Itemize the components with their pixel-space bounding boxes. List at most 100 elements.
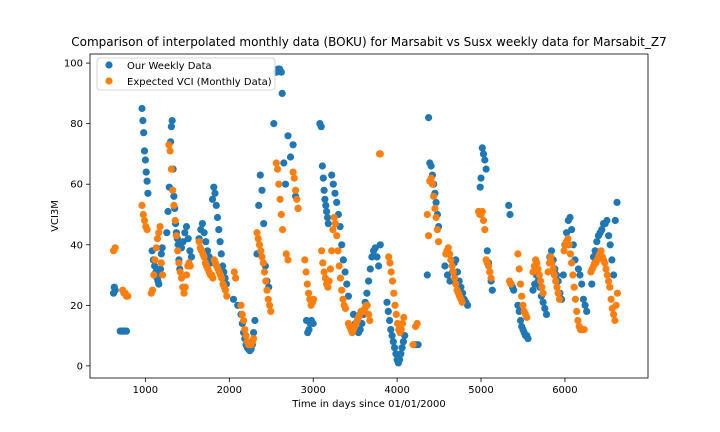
- monthly-data-point: [257, 247, 265, 255]
- weekly-data-point: [344, 292, 352, 300]
- weekly-data-point: [324, 220, 332, 228]
- monthly-data-point: [449, 268, 457, 276]
- legend-label-monthly: Expected VCI (Monthly Data): [127, 77, 272, 88]
- weekly-data-point: [389, 338, 397, 346]
- monthly-data-point: [180, 289, 188, 297]
- monthly-data-point: [175, 259, 183, 267]
- weekly-data-point: [144, 189, 152, 197]
- weekly-data-point: [229, 295, 238, 303]
- monthly-data-point: [516, 280, 525, 288]
- weekly-data-point: [331, 189, 339, 197]
- monthly-data-point: [157, 259, 165, 267]
- weekly-data-point: [216, 238, 224, 246]
- weekly-data-point: [309, 319, 317, 328]
- monthly-data-point: [430, 192, 438, 200]
- weekly-data-point: [366, 265, 374, 273]
- monthly-data-point: [487, 274, 495, 282]
- monthly-data-point: [165, 141, 173, 149]
- weekly-data-point: [278, 89, 286, 97]
- monthly-data-point: [200, 253, 208, 261]
- weekly-data-point: [286, 153, 295, 161]
- monthly-data-point: [209, 274, 217, 282]
- weekly-data-point: [164, 207, 172, 216]
- weekly-data-point: [610, 271, 618, 279]
- monthly-data-point: [305, 289, 313, 297]
- monthly-data-point: [486, 268, 494, 276]
- weekly-data-point: [611, 216, 619, 225]
- monthly-data-point: [155, 229, 163, 237]
- monthly-data-point: [290, 174, 298, 182]
- weekly-data-point: [211, 189, 219, 197]
- weekly-data-point: [559, 271, 567, 279]
- y-axis-label: VCI3M: [50, 200, 61, 232]
- weekly-data-point: [516, 316, 525, 325]
- weekly-data-point: [542, 310, 551, 318]
- weekly-data-point: [477, 174, 485, 182]
- monthly-data-point: [565, 241, 573, 249]
- monthly-data-point: [560, 247, 568, 255]
- monthly-data-point: [547, 253, 555, 261]
- x-axis-label: Time in days since 01/01/2000: [291, 399, 446, 410]
- weekly-data-point: [184, 235, 192, 243]
- monthly-data-point: [260, 268, 269, 276]
- monthly-data-point: [329, 226, 337, 234]
- weekly-data-point: [386, 316, 394, 325]
- monthly-data-point: [393, 319, 402, 328]
- weekly-data-point: [256, 171, 264, 179]
- weekly-data-point: [515, 307, 523, 315]
- monthly-data-point: [148, 286, 157, 294]
- weekly-data-point: [339, 256, 347, 264]
- monthly-data-point: [325, 277, 333, 285]
- monthly-data-point: [605, 277, 613, 285]
- monthly-data-point: [143, 226, 151, 234]
- monthly-data-point: [485, 262, 493, 270]
- legend-box: [96, 57, 276, 91]
- weekly-data-point: [510, 286, 518, 294]
- monthly-data-point: [427, 174, 435, 182]
- weekly-data-point: [208, 195, 217, 203]
- weekly-data-point: [277, 68, 285, 76]
- monthly-data-point: [324, 283, 332, 291]
- monthly-data-point: [310, 295, 318, 303]
- weekly-data-point: [323, 213, 332, 222]
- weekly-data-point: [217, 250, 225, 258]
- weekly-data-point: [328, 171, 336, 179]
- monthly-data-point: [169, 186, 177, 194]
- y-tick-label: 100: [64, 59, 83, 70]
- monthly-data-point: [266, 301, 274, 309]
- weekly-data-point: [414, 341, 422, 349]
- monthly-data-point: [538, 283, 546, 291]
- weekly-data-point: [566, 213, 574, 222]
- monthly-data-point: [376, 150, 384, 158]
- weekly-data-point: [583, 307, 591, 315]
- monthly-data-point: [597, 247, 605, 255]
- monthly-data-point: [172, 232, 180, 240]
- monthly-data-point: [549, 265, 557, 273]
- monthly-data-point: [153, 235, 162, 243]
- monthly-data-point: [612, 301, 620, 309]
- x-tick-label: 3000: [300, 385, 325, 396]
- weekly-data-point: [329, 180, 337, 188]
- monthly-data-point: [425, 232, 433, 240]
- weekly-data-point: [514, 301, 522, 309]
- monthly-data-point: [292, 186, 300, 194]
- monthly-data-point: [302, 268, 310, 276]
- monthly-data-point: [607, 295, 615, 303]
- weekly-data-point: [163, 229, 171, 237]
- weekly-data-point: [213, 213, 222, 222]
- monthly-data-point: [431, 204, 439, 212]
- monthly-data-point: [341, 304, 350, 312]
- x-tick-label: 6000: [552, 385, 577, 396]
- weekly-data-point: [427, 162, 435, 170]
- monthly-data-point: [272, 159, 280, 167]
- monthly-data-point: [111, 244, 119, 252]
- monthly-data-point: [387, 268, 395, 276]
- monthly-data-point: [318, 247, 326, 255]
- weekly-data-point: [476, 183, 484, 191]
- weekly-data-point: [391, 344, 399, 352]
- monthly-data-point: [391, 301, 399, 309]
- weekly-data-point: [322, 201, 330, 209]
- monthly-data-point: [336, 274, 345, 282]
- monthly-data-point: [534, 265, 542, 273]
